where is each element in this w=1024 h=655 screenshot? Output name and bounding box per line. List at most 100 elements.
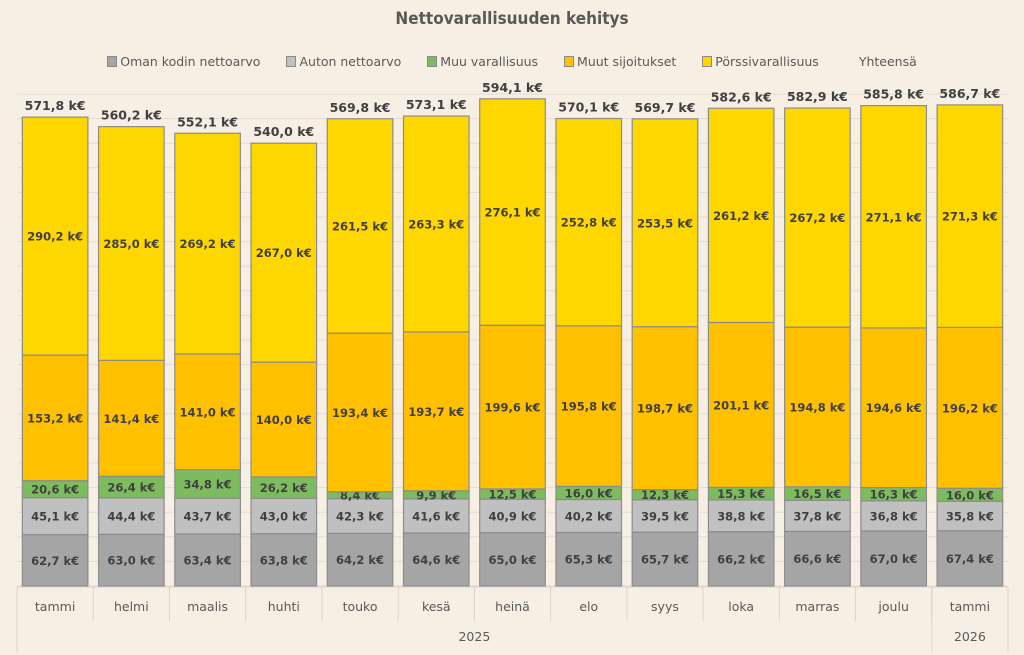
x-group-label: 2025 [458,629,490,644]
data-label: 26,2 k€ [260,481,308,495]
data-label: 20,6 k€ [31,483,79,497]
total-label: 571,8 k€ [25,98,86,113]
x-tick-label: huhti [268,599,300,614]
data-label: 43,7 k€ [184,510,232,524]
data-label: 67,4 k€ [946,552,994,566]
data-label: 34,8 k€ [184,477,232,491]
legend-swatch [564,56,575,67]
bar-segment [860,327,928,489]
total-label: 573,1 k€ [406,97,467,112]
bar-segment [174,353,241,471]
legend-swatch [107,56,118,67]
legend-label: Oman kodin nettoarvo [120,54,261,69]
bar-segment [784,530,851,587]
data-label: 45,1 k€ [31,510,79,524]
bar-segment [250,533,318,587]
total-label: 585,8 k€ [863,87,924,102]
legend-label: Muu varallisuus [440,54,539,69]
bar-segment [479,532,546,587]
data-label: 65,3 k€ [565,553,613,567]
data-label: 194,8 k€ [789,400,845,414]
bar-segment [936,326,1004,489]
bar-segment [479,98,546,326]
data-label: 63,0 k€ [107,554,155,568]
bar-segment [97,533,165,587]
bar-segment [936,530,1004,587]
data-label: 12,3 k€ [641,488,689,502]
bar-segment [250,142,318,363]
x-tick-label: joulu [877,599,908,614]
data-label: 12,5 k€ [488,488,536,502]
bar-segment [326,498,394,534]
bar-segment [250,361,318,478]
bar-segment [402,532,470,587]
bar-segment [402,331,470,492]
total-label: 569,8 k€ [330,100,391,115]
legend-item-total: Yhteensä [859,54,917,69]
bar-segment [784,326,851,488]
data-label: 193,7 k€ [408,405,464,419]
bar-segment [860,530,928,587]
data-label: 65,7 k€ [641,553,689,567]
bar-segment [631,499,699,533]
x-tick-label: elo [579,599,598,614]
bar-segment [326,332,394,493]
legend-item-car: Auton nettoarvo [286,54,401,69]
data-label: 153,2 k€ [27,411,83,425]
data-label: 43,0 k€ [260,510,308,524]
data-label: 64,2 k€ [336,553,384,567]
data-label: 16,0 k€ [565,486,613,500]
data-label: 42,3 k€ [336,510,384,524]
legend-swatch [702,56,713,67]
data-label: 267,0 k€ [256,246,312,260]
legend-item-other-investments: Muut sijoitukset [564,54,676,69]
data-label: 141,0 k€ [180,405,236,419]
bar-segment [555,117,623,327]
total-label: 594,1 k€ [482,80,543,95]
bar-segment [402,115,470,333]
data-label: 40,9 k€ [488,509,536,523]
data-label: 63,4 k€ [184,554,232,568]
data-label: 26,4 k€ [107,481,155,495]
data-label: 65,0 k€ [488,553,536,567]
bar-segment [631,326,699,491]
data-label: 276,1 k€ [484,206,540,220]
legend-item-stocks: Pörssivarallisuus [702,54,819,69]
data-label: 195,8 k€ [561,400,617,414]
data-label: 67,0 k€ [870,552,918,566]
bar-segment [631,531,699,587]
legend-label: Pörssivarallisuus [715,54,819,69]
data-label: 16,0 k€ [946,488,994,502]
bar-segment [21,354,89,482]
x-tick-label: loka [728,599,754,614]
bar-segment [707,499,775,533]
total-label: 582,6 k€ [711,89,772,104]
x-tick-label: tammi [35,599,75,614]
data-label: 39,5 k€ [641,509,689,523]
data-label: 40,2 k€ [565,509,613,523]
legend-swatch [286,56,297,67]
bar-segment [250,497,318,535]
data-label: 15,3 k€ [717,487,765,501]
x-tick-label: syys [651,599,679,614]
data-label: 41,6 k€ [412,509,460,523]
data-label: 271,1 k€ [866,210,922,224]
x-group-label: 2026 [954,629,986,644]
data-label: 63,8 k€ [260,553,308,567]
data-label: 64,6 k€ [412,553,460,567]
data-label: 261,5 k€ [332,219,388,233]
total-label: 552,1 k€ [177,114,238,129]
bar-segment [21,497,89,536]
bar-segment [555,531,623,587]
bar-segment [479,324,546,490]
bar-segment [174,469,241,499]
bar-segment [707,321,775,488]
data-label: 269,2 k€ [180,237,236,251]
bar-segment [707,107,775,324]
total-label: 570,1 k€ [558,100,619,115]
x-tick-label: kesä [422,599,451,614]
legend-item-other-assets: Muu varallisuus [427,54,538,69]
bar-segment [174,497,241,535]
legend-swatch [427,56,438,67]
